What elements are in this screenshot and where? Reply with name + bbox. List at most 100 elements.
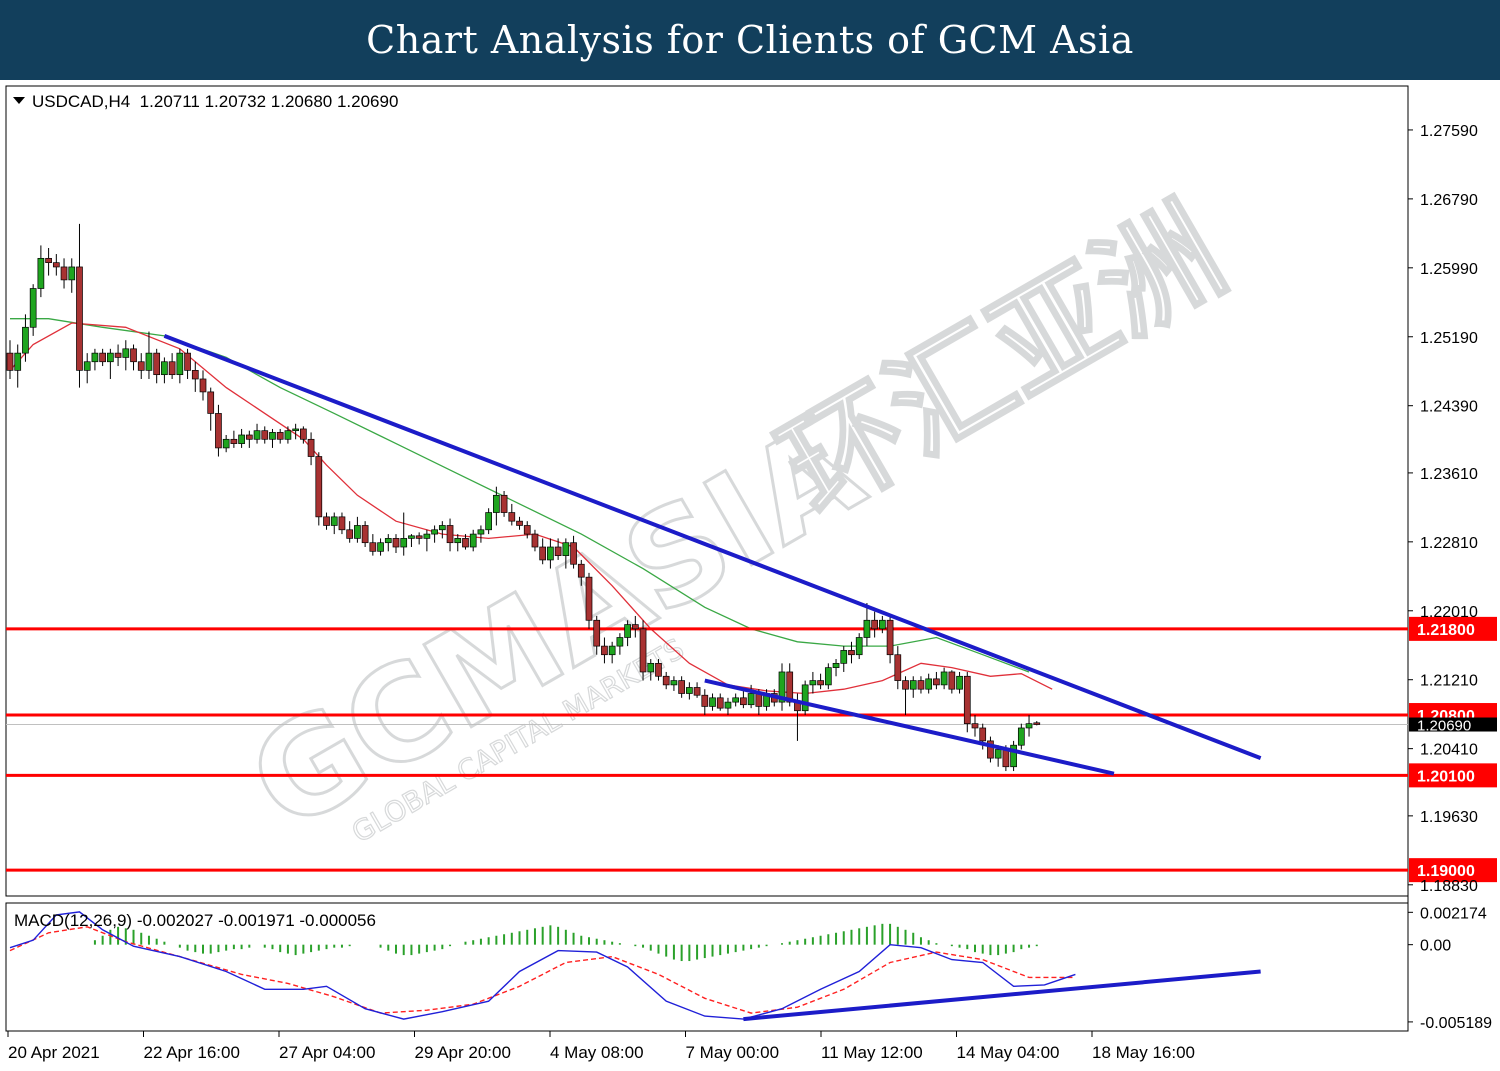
candle-body	[6, 352, 14, 371]
candle	[616, 633, 624, 655]
macd-trendline	[743, 969, 1261, 1022]
candle-body	[994, 749, 1002, 759]
macd-tick-label: 0.00	[1420, 938, 1451, 955]
title-banner: Chart Analysis for Clients of GCM Asia	[0, 0, 1500, 80]
candle-body	[284, 430, 292, 440]
candle	[230, 430, 238, 448]
candle	[987, 736, 994, 763]
candle-body	[624, 624, 631, 638]
candle-body	[508, 512, 516, 522]
candle	[153, 348, 161, 384]
candle-body	[855, 637, 863, 656]
candle-body	[276, 432, 284, 440]
level-label: 1.21800	[1417, 622, 1475, 639]
time-tick-label: 7 May 00:00	[686, 1043, 780, 1062]
candle-body	[670, 680, 678, 686]
candle-body	[176, 352, 184, 376]
candle	[137, 353, 145, 379]
candle-body	[323, 516, 330, 526]
candle	[523, 521, 531, 539]
macd-indicator: 0.002174 0.00 -0.005189	[9, 905, 1492, 1032]
candle-body	[786, 671, 794, 703]
candle-body	[184, 352, 191, 371]
candle	[323, 512, 330, 530]
candle-body	[99, 352, 106, 363]
candle-body	[330, 516, 338, 526]
candle	[454, 534, 462, 552]
candle-body	[238, 434, 245, 444]
candle-body	[778, 671, 786, 703]
candle	[740, 690, 747, 709]
candle	[307, 432, 315, 466]
candle-body	[114, 352, 122, 358]
candle-body	[469, 533, 477, 548]
candle	[971, 715, 979, 737]
time-tick-label: 27 Apr 04:00	[279, 1043, 375, 1062]
candle-body	[639, 628, 647, 673]
price-tick-label: 1.25190	[1420, 330, 1478, 347]
candle-body	[76, 266, 83, 371]
candle-body	[716, 697, 724, 709]
candle-body	[554, 546, 562, 556]
candle	[956, 671, 963, 694]
macd-main-line	[9, 911, 1076, 1020]
candle	[593, 615, 601, 655]
candle-body	[848, 650, 855, 656]
candle-body	[29, 288, 37, 328]
candle-body	[732, 697, 740, 703]
candle	[848, 641, 855, 664]
symbol-dropdown-icon[interactable]	[13, 97, 25, 104]
candle-body	[1017, 727, 1025, 746]
candle-body	[300, 428, 307, 440]
candle	[29, 284, 37, 336]
candle	[894, 646, 902, 690]
candle	[547, 538, 554, 569]
candle-body	[886, 619, 894, 656]
candle	[608, 641, 616, 664]
candle	[222, 434, 230, 453]
candle	[624, 620, 631, 647]
candle-body	[1002, 749, 1010, 768]
current-price-tag	[1409, 717, 1497, 732]
candle	[423, 529, 431, 552]
candle-body	[153, 352, 161, 376]
candle	[493, 486, 500, 526]
banner-title: Chart Analysis for Clients of GCM Asia	[366, 18, 1134, 62]
candle	[6, 340, 14, 379]
candle	[948, 670, 956, 694]
candle-body	[631, 624, 639, 630]
candle-body	[122, 348, 130, 358]
candle-body	[593, 619, 601, 647]
candle	[601, 637, 608, 664]
candle	[292, 423, 299, 440]
candle	[238, 428, 245, 448]
candle	[469, 529, 477, 552]
candle	[531, 529, 539, 552]
time-tick-label: 4 May 08:00	[550, 1043, 644, 1062]
level-tag	[1409, 763, 1497, 788]
candle-body	[52, 262, 60, 268]
candle	[871, 611, 878, 638]
price-tick-label: 1.19630	[1420, 809, 1478, 826]
candle-body	[91, 352, 99, 363]
candle-body	[516, 520, 523, 526]
time-tick-label: 20 Apr 2021	[8, 1043, 100, 1062]
candle	[145, 331, 153, 379]
candle-body	[60, 266, 68, 281]
candle-body	[369, 542, 377, 552]
candle-body	[493, 494, 500, 513]
trendline-lower	[704, 678, 1115, 776]
candle-body	[948, 671, 956, 690]
candle	[346, 521, 354, 543]
candle	[408, 534, 415, 548]
candle-body	[222, 438, 230, 449]
candle	[925, 673, 933, 694]
candle-body	[832, 662, 840, 668]
candle	[130, 344, 137, 371]
price-tick-label: 1.22810	[1420, 535, 1478, 552]
candle-body	[423, 533, 431, 539]
candle-body	[199, 378, 207, 393]
candle-body	[740, 697, 747, 706]
candle	[917, 676, 925, 694]
candle	[647, 659, 655, 681]
